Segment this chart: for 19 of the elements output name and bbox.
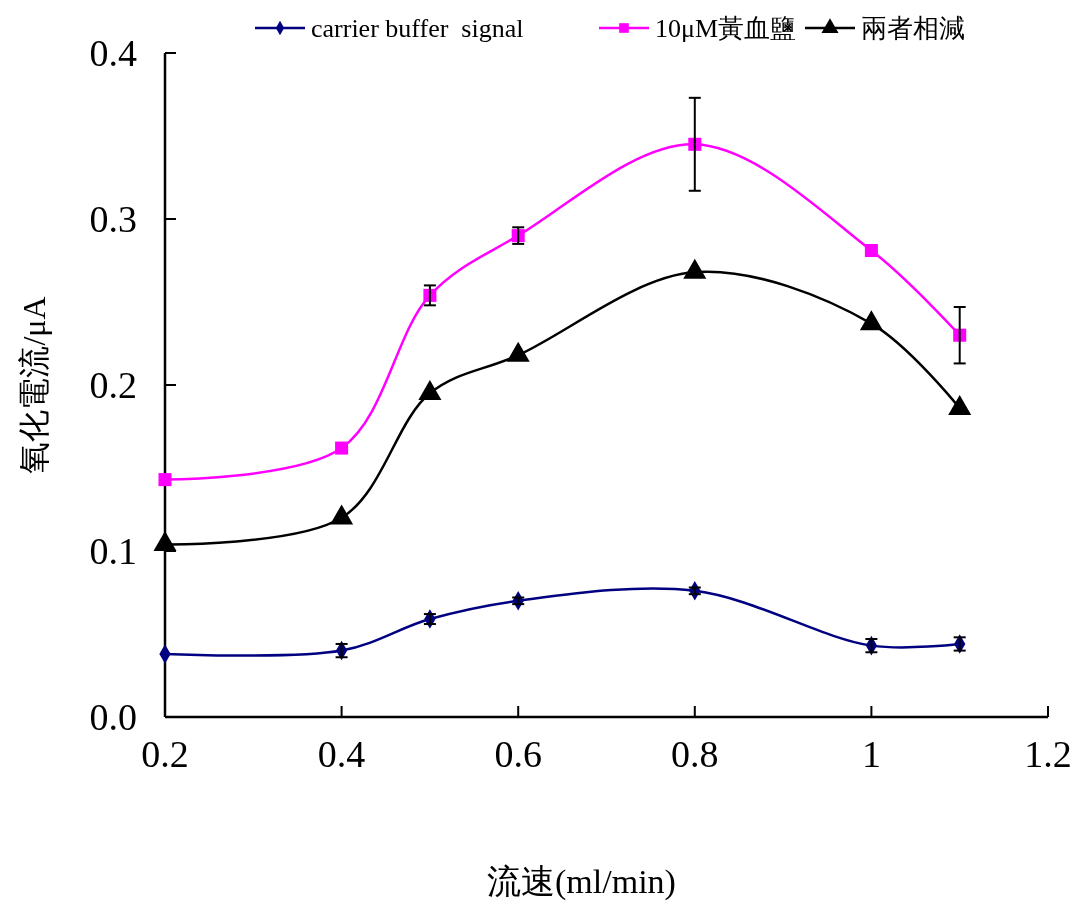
y-tick-label: 0.4	[89, 32, 137, 75]
y-axis-title: 氧化電流/μA	[16, 296, 52, 474]
y-tick-label: 0.3	[89, 198, 137, 241]
y-tick-label: 0.2	[89, 364, 137, 407]
y-tick-label: 0.1	[89, 530, 137, 573]
x-tick-label: 1	[861, 733, 881, 775]
legend-label: carrier buffer signal	[311, 14, 524, 44]
x-tick-label: 0.8	[671, 733, 719, 775]
x-axis-title: 流速(ml/min)	[487, 863, 676, 901]
x-tick-label: 0.6	[494, 733, 542, 775]
point	[158, 473, 172, 487]
y-tick-label: 0.0	[89, 696, 137, 739]
x-tick-label: 0.2	[141, 733, 189, 775]
legend-label: 10μM黃血鹽	[655, 14, 797, 44]
point	[864, 244, 878, 258]
x-tick-label: 0.4	[317, 733, 366, 775]
legend-label: 兩者相減	[861, 14, 965, 44]
point	[335, 441, 349, 455]
x-tick-label: 1.2	[1024, 733, 1072, 775]
